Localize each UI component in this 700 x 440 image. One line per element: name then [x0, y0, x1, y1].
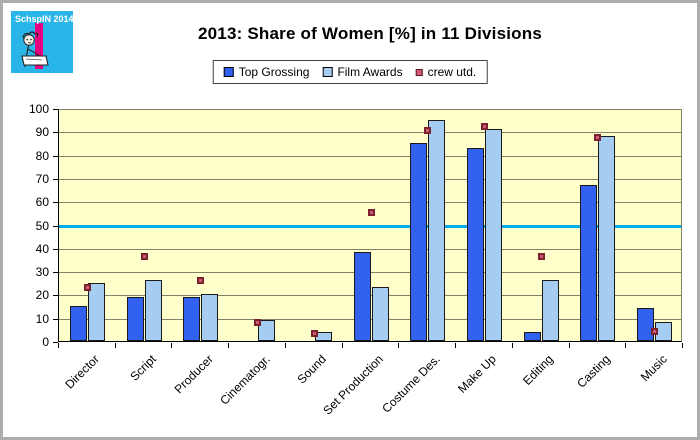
y-tick-100 [53, 109, 58, 110]
x-tick-6 [398, 343, 400, 348]
y-tick-70 [53, 178, 58, 180]
marker-crew-utd-editing [537, 253, 545, 261]
legend: Top Grossing Film Awards crew utd. [212, 60, 488, 84]
bar-film-awards-producer [201, 294, 219, 341]
legend-label: Top Grossing [238, 65, 310, 79]
legend-label: Film Awards [337, 65, 403, 79]
bar-film-awards-cinematogr [258, 320, 276, 341]
x-tick-3 [228, 343, 230, 348]
person-writing-illustration [21, 31, 49, 68]
marker-crew-utd-sound [310, 330, 318, 338]
y-axis-label-50: 50 [35, 218, 49, 233]
marker-crew-utd-make-up [480, 122, 488, 130]
legend-item-top-grossing: Top Grossing [223, 65, 310, 79]
y-axis-label-30: 30 [35, 265, 49, 280]
crew-utd-swatch-icon [415, 68, 423, 76]
gridline-40 [59, 248, 681, 250]
bar-top-grossing-set-production [353, 252, 371, 341]
top-grossing-swatch-icon [223, 67, 234, 77]
reference-line-50 [59, 224, 681, 228]
gridline-70 [59, 178, 681, 180]
y-tick-90 [53, 132, 58, 134]
bar-top-grossing-producer [183, 296, 201, 341]
y-axis-label-60: 60 [35, 195, 49, 210]
y-tick-80 [53, 155, 58, 157]
legend-item-film-awards: Film Awards [322, 65, 403, 79]
bar-film-awards-costume-des [428, 119, 446, 341]
x-axis-label-music: Music [637, 352, 670, 385]
x-axis-label-director: Director [62, 352, 103, 392]
chart-title: 2013: Share of Women [%] in 11 Divisions [197, 24, 542, 43]
x-tick-2 [171, 343, 173, 348]
bar-film-awards-editing [541, 280, 559, 341]
x-tick-10 [625, 343, 627, 348]
bar-top-grossing-editing [523, 331, 541, 341]
film-awards-swatch-icon [322, 67, 333, 77]
bar-film-awards-director [87, 282, 105, 341]
x-axis-label-costume-des: Costume Des. [378, 352, 443, 416]
bar-top-grossing-costume-des [410, 142, 428, 341]
marker-crew-utd-script [140, 253, 148, 261]
x-axis-label-editing: Editing [520, 352, 557, 388]
plot-area [58, 109, 682, 342]
y-axis-label-20: 20 [35, 288, 49, 303]
bar-film-awards-script [144, 280, 162, 341]
x-axis-label-casting: Casting [574, 352, 613, 391]
gridline-80 [59, 155, 681, 157]
y-axis-label-70: 70 [35, 171, 49, 186]
x-tick-8 [511, 343, 513, 348]
y-axis-label-80: 80 [35, 148, 49, 163]
marker-crew-utd-cinematogr [254, 318, 262, 326]
bar-top-grossing-script [126, 296, 144, 341]
x-axis-label-producer: Producer [171, 352, 216, 397]
marker-crew-utd-music [651, 327, 659, 335]
y-axis-label-0: 0 [42, 335, 49, 349]
schspin-logo: SchspIN 2014 [11, 11, 73, 73]
x-axis-label-sound: Sound [294, 352, 330, 387]
x-tick-11 [682, 343, 683, 348]
y-axis-label-10: 10 [35, 311, 49, 326]
x-tick-9 [568, 343, 570, 348]
y-axis-label-40: 40 [35, 241, 49, 256]
legend-label: crew utd. [427, 65, 477, 79]
y-tick-20 [53, 295, 58, 297]
legend-item-crew-utd: crew utd. [415, 65, 477, 79]
x-axis-label-script: Script [127, 352, 159, 384]
logo-text: SchspIN 2014 [15, 14, 73, 24]
marker-crew-utd-director [83, 283, 91, 291]
gridline-90 [59, 132, 681, 134]
bar-film-awards-set-production [371, 287, 389, 341]
bar-film-awards-casting [598, 135, 616, 341]
y-axis-label-90: 90 [35, 125, 49, 140]
bar-top-grossing-director [69, 306, 87, 341]
marker-crew-utd-costume-des [424, 127, 432, 135]
x-axis-label-cinematogr: Cinematogr. [216, 352, 273, 408]
bar-top-grossing-music [637, 308, 655, 341]
x-axis-label-make-up: Make Up [455, 352, 500, 396]
x-tick-5 [341, 343, 343, 348]
y-tick-50 [53, 225, 58, 227]
bar-film-awards-make-up [484, 128, 502, 341]
x-axis-label-set-production: Set Production [320, 352, 386, 418]
y-tick-30 [53, 272, 58, 274]
gridline-100 [59, 109, 681, 110]
x-tick-1 [114, 343, 116, 348]
y-tick-10 [53, 318, 58, 320]
gridline-60 [59, 202, 681, 204]
bar-top-grossing-make-up [466, 147, 484, 341]
marker-crew-utd-producer [197, 276, 205, 284]
x-tick-4 [284, 343, 286, 348]
x-tick-7 [455, 343, 457, 348]
y-tick-60 [53, 202, 58, 204]
bar-top-grossing-casting [580, 184, 598, 341]
marker-crew-utd-casting [594, 134, 602, 142]
y-axis-label-100: 100 [28, 102, 49, 116]
x-tick-0 [58, 343, 59, 348]
logo-stripe [35, 23, 43, 69]
marker-crew-utd-set-production [367, 209, 375, 217]
y-tick-0 [53, 342, 58, 343]
y-tick-40 [53, 248, 58, 250]
